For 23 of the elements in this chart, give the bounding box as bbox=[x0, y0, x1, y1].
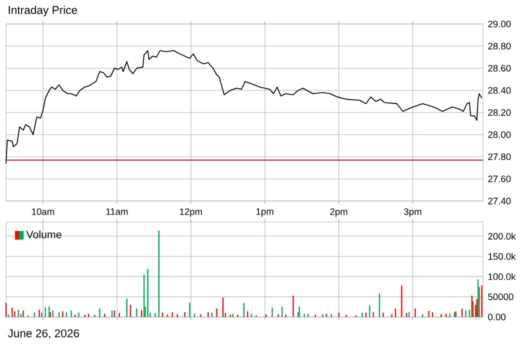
y-tick-label: 0.00 bbox=[488, 314, 506, 320]
x-tick-label: 10am bbox=[32, 208, 54, 215]
y-tick-label: 27.60 bbox=[488, 176, 511, 182]
x-tick-label: 2pm bbox=[330, 208, 348, 217]
y-tick-label: 27.80 bbox=[488, 153, 511, 160]
legend-label: Volume bbox=[26, 230, 62, 238]
text: June 26, 2026 bbox=[8, 329, 80, 339]
x-tick-label: 11am bbox=[106, 208, 128, 215]
y-tick-label: 29.00 bbox=[488, 20, 511, 28]
x-tick-label: 12pm bbox=[180, 208, 202, 217]
y-tick-label: 28.20 bbox=[488, 109, 511, 116]
y-tick-label: 28.40 bbox=[488, 87, 511, 94]
y-tick-label: 50000 bbox=[488, 293, 514, 300]
x-tick-label: 1pm bbox=[256, 208, 274, 217]
x-tick-label: 3pm bbox=[404, 208, 422, 217]
y-tick-label: 150.0k bbox=[488, 252, 516, 260]
chart-title: Intraday Price bbox=[8, 6, 78, 16]
y-tick-label: 27.40 bbox=[488, 198, 511, 204]
y-tick-label: 28.80 bbox=[488, 42, 511, 50]
y-tick-label: 100.0k bbox=[488, 273, 516, 280]
y-tick-label: 200.0k bbox=[488, 232, 516, 240]
y-tick-label: 28.00 bbox=[488, 131, 511, 138]
y-tick-label: 28.60 bbox=[488, 64, 511, 72]
